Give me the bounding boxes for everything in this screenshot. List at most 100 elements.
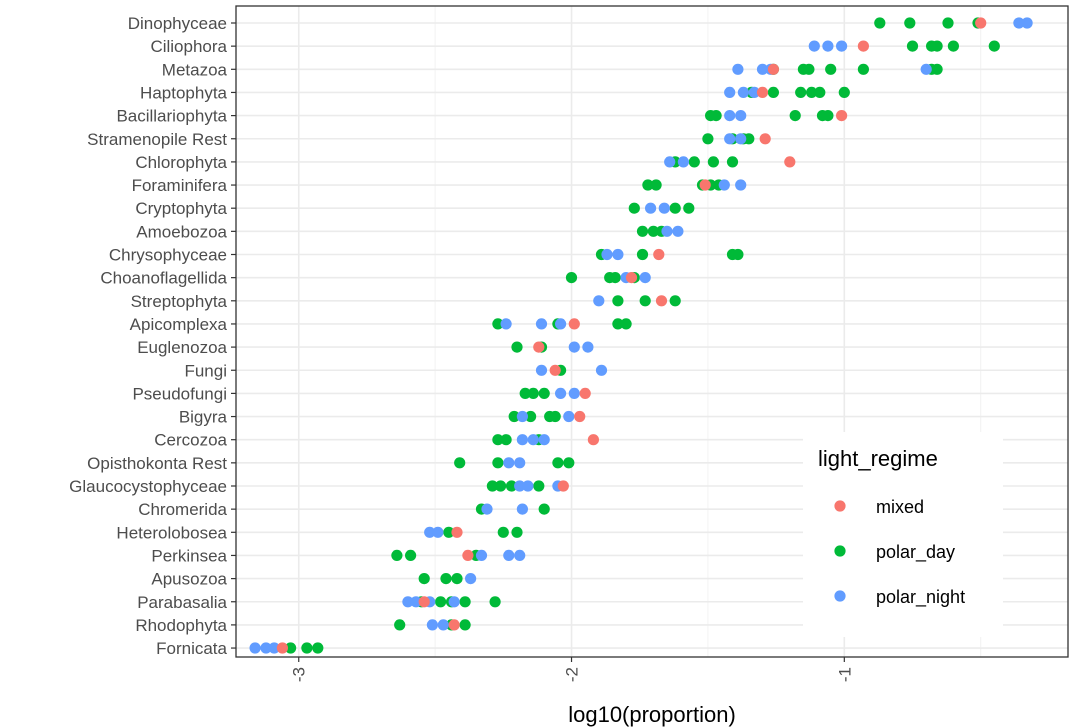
data-point bbox=[661, 225, 673, 237]
data-point bbox=[735, 133, 747, 145]
data-point bbox=[767, 63, 780, 75]
data-point bbox=[759, 133, 771, 145]
data-point bbox=[767, 86, 780, 98]
data-point bbox=[639, 295, 651, 307]
series-polar_night bbox=[249, 17, 1033, 654]
data-point bbox=[601, 248, 613, 261]
y-tick-label: Apusozoa bbox=[151, 570, 227, 589]
data-point bbox=[702, 133, 714, 145]
y-tick-label: Cercozoa bbox=[154, 431, 227, 450]
data-point bbox=[822, 40, 834, 52]
data-point bbox=[658, 202, 670, 214]
data-point bbox=[312, 642, 324, 654]
y-tick-label: Cryptophyta bbox=[135, 199, 227, 218]
y-tick-label: Foraminifera bbox=[132, 176, 228, 195]
data-point bbox=[424, 526, 436, 538]
data-point bbox=[645, 202, 657, 214]
legend-key-polar_day bbox=[834, 545, 846, 557]
y-tick-label: Chlorophyta bbox=[135, 153, 227, 172]
data-point bbox=[904, 17, 916, 29]
data-point bbox=[276, 642, 288, 654]
plot-panel-border bbox=[235, 5, 1069, 658]
data-point bbox=[814, 86, 826, 98]
data-point bbox=[838, 86, 850, 98]
data-point bbox=[462, 549, 474, 562]
data-point bbox=[735, 179, 747, 191]
data-point bbox=[503, 457, 515, 469]
y-tick-label: Chromerida bbox=[138, 500, 227, 519]
data-point bbox=[535, 318, 548, 330]
data-point bbox=[268, 642, 280, 654]
data-point bbox=[451, 526, 463, 538]
data-point bbox=[481, 503, 493, 515]
data-point bbox=[505, 480, 518, 492]
series-mixed bbox=[276, 17, 987, 654]
y-tick-label: Amoebozoa bbox=[136, 222, 227, 241]
data-point bbox=[563, 457, 575, 469]
data-point bbox=[582, 341, 594, 353]
data-point bbox=[500, 318, 512, 330]
data-point bbox=[743, 133, 755, 145]
x-tick-label: -2 bbox=[563, 667, 582, 682]
data-point bbox=[489, 596, 501, 608]
data-point bbox=[806, 86, 818, 98]
data-point bbox=[677, 156, 690, 168]
data-point bbox=[568, 318, 580, 330]
data-point bbox=[931, 40, 943, 52]
data-point bbox=[1013, 17, 1025, 29]
data-point bbox=[454, 457, 466, 469]
data-point bbox=[516, 434, 529, 446]
data-point bbox=[947, 40, 960, 52]
data-point bbox=[492, 457, 504, 469]
data-point bbox=[732, 248, 744, 261]
data-point bbox=[418, 596, 430, 608]
data-point bbox=[519, 387, 531, 399]
data-point bbox=[825, 63, 837, 75]
legend-title: light_regime bbox=[818, 446, 938, 471]
data-point bbox=[500, 434, 512, 446]
data-point bbox=[568, 387, 580, 399]
data-point bbox=[437, 619, 449, 631]
data-point bbox=[655, 295, 668, 307]
data-point bbox=[432, 526, 444, 538]
data-point bbox=[612, 295, 624, 307]
data-point bbox=[451, 573, 463, 585]
data-point bbox=[724, 133, 736, 145]
data-point bbox=[699, 179, 711, 191]
y-tick-label: Perkinsea bbox=[151, 546, 227, 565]
data-point bbox=[669, 295, 681, 307]
data-point bbox=[495, 480, 507, 492]
data-point bbox=[435, 596, 447, 608]
data-point bbox=[492, 318, 504, 330]
data-point bbox=[538, 434, 550, 446]
data-point bbox=[836, 40, 848, 52]
data-point bbox=[857, 63, 870, 75]
y-tick-label: Choanoflagellida bbox=[100, 269, 227, 288]
data-point bbox=[497, 526, 509, 538]
data-point bbox=[391, 549, 403, 562]
data-point bbox=[533, 341, 545, 353]
y-tick-label: Euglenozoa bbox=[137, 338, 227, 357]
legend: light_regime mixed polar_day polar_night bbox=[803, 432, 1003, 637]
data-point bbox=[756, 63, 769, 75]
data-point bbox=[552, 457, 564, 469]
data-point bbox=[448, 596, 460, 608]
data-point bbox=[874, 17, 886, 29]
data-point bbox=[650, 179, 662, 191]
data-point bbox=[822, 110, 834, 122]
data-point bbox=[1021, 17, 1033, 29]
data-point bbox=[975, 17, 987, 29]
data-point bbox=[405, 549, 417, 562]
data-point bbox=[931, 63, 943, 75]
data-point bbox=[732, 63, 744, 75]
data-point bbox=[857, 40, 870, 52]
data-point bbox=[527, 434, 539, 446]
y-tick-label: Parabasalia bbox=[137, 593, 227, 612]
legend-label-polar_night: polar_night bbox=[876, 587, 965, 608]
data-point bbox=[737, 86, 750, 98]
data-point bbox=[549, 364, 561, 376]
data-point bbox=[260, 642, 272, 654]
y-tick-label: Metazoa bbox=[162, 60, 228, 79]
y-tick-label: Opisthokonta Rest bbox=[87, 454, 227, 473]
